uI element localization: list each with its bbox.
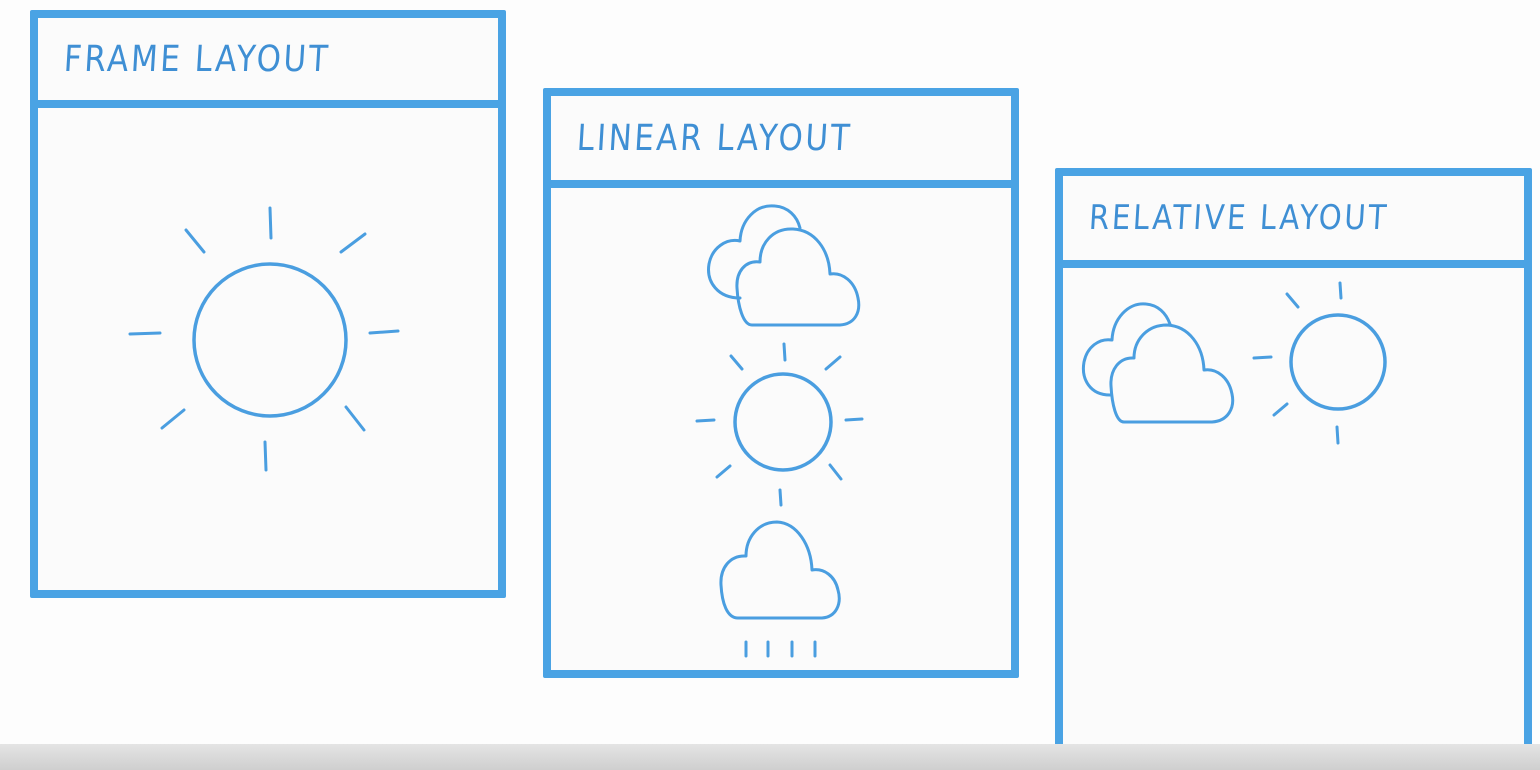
sun-icon (128, 206, 400, 472)
relative-layout-header: RELATIVE LAYOUT (1063, 176, 1524, 268)
linear-layout-panel: LINEAR LAYOUT (543, 88, 1019, 678)
linear-layout-header: LINEAR LAYOUT (551, 96, 1011, 188)
rain-cloud-icon (719, 520, 841, 658)
relative-layout-panel: RELATIVE LAYOUT (1055, 168, 1532, 758)
frame-layout-header: FRAME LAYOUT (38, 18, 498, 108)
sun-icon (1252, 281, 1387, 445)
bottom-bar (0, 744, 1540, 770)
frame-layout-panel: FRAME LAYOUT (30, 10, 506, 598)
sun-icon (695, 342, 864, 507)
cloud-icon (1081, 302, 1235, 424)
cloud-icon (707, 204, 861, 327)
